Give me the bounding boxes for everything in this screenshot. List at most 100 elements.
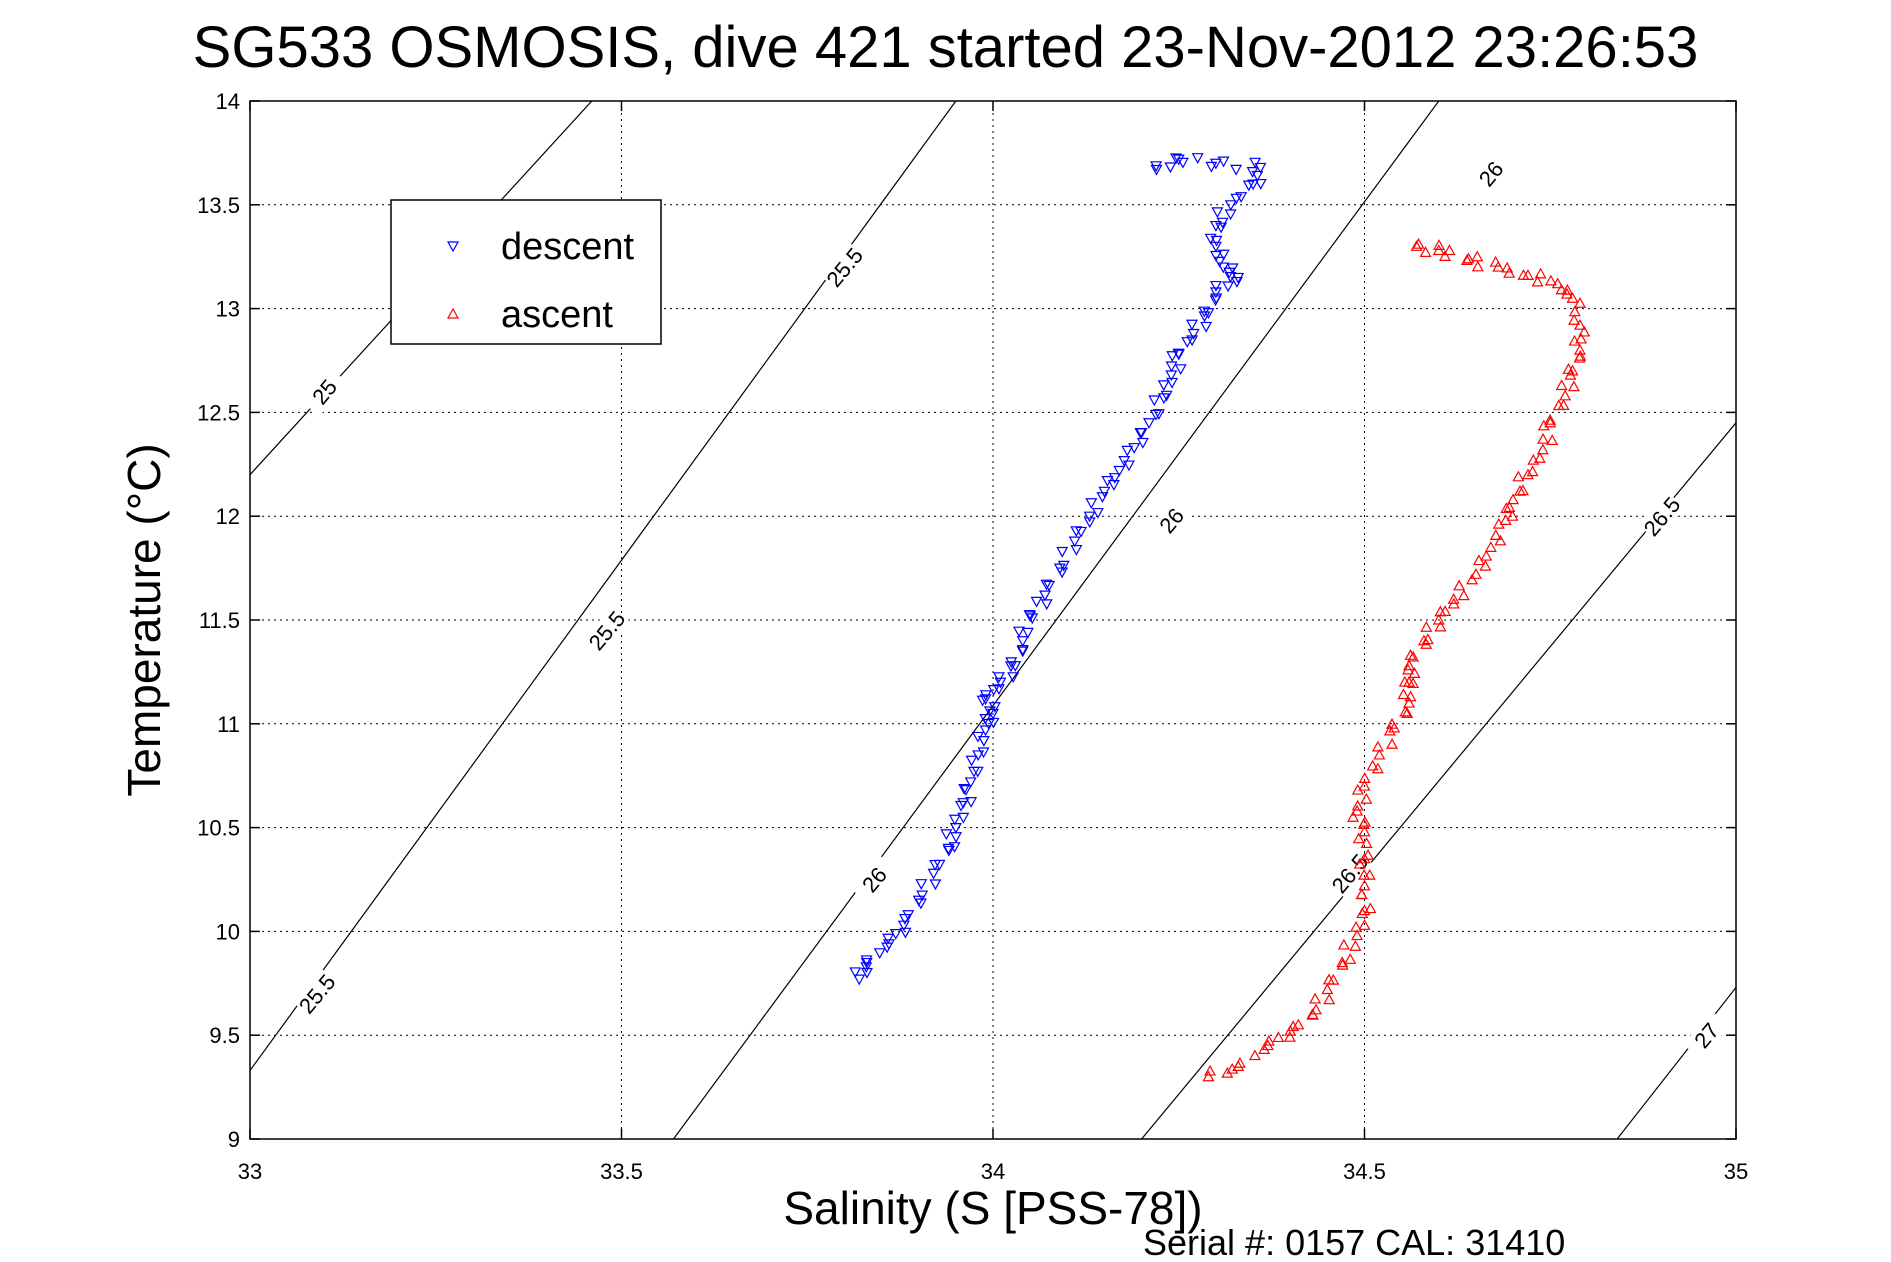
ascent-point xyxy=(1322,973,1335,985)
descent-point xyxy=(1085,498,1098,509)
legend-marker-descent xyxy=(446,241,460,253)
descent-point xyxy=(1038,590,1052,602)
contour-label-bg xyxy=(1638,491,1686,541)
ascent-point xyxy=(1573,343,1586,355)
descent-point xyxy=(948,814,961,826)
ascent-point xyxy=(1248,1049,1261,1061)
ascent-point xyxy=(1355,888,1368,900)
ascent-point xyxy=(1536,443,1549,455)
descent-point xyxy=(1021,627,1034,639)
ascent-point xyxy=(1407,650,1420,662)
contour-label-bg xyxy=(850,854,898,905)
descent-point xyxy=(1176,157,1189,169)
descent-point xyxy=(960,785,973,796)
descent-point xyxy=(849,967,862,979)
ascent-point xyxy=(1434,605,1447,617)
ascent-point xyxy=(1489,529,1502,540)
ascent-point xyxy=(1358,852,1371,864)
descent-point xyxy=(1198,306,1211,318)
descent-point xyxy=(1230,276,1243,288)
descent-point xyxy=(987,685,1000,696)
ascent-point xyxy=(1561,283,1574,295)
ascent-point xyxy=(1420,621,1433,632)
descent-point xyxy=(957,798,970,809)
ascent-point xyxy=(1471,260,1484,272)
x-tick-label: 33 xyxy=(238,1159,262,1184)
ascent-point xyxy=(1364,902,1377,914)
y-tick-label: 14 xyxy=(216,89,240,114)
ascent-point xyxy=(1432,613,1445,625)
ascent-point xyxy=(1344,953,1357,964)
axis-ticks: 33 33.5 34 34.5 35 9 9.5 10 10.5 11 11.5 12 12.5 13 13… xyxy=(197,89,1748,1184)
descent-point xyxy=(1224,272,1237,283)
legend-label-descent: descent xyxy=(501,226,635,268)
ascent-point xyxy=(1527,453,1540,465)
ascent-point xyxy=(1521,468,1534,480)
ascent-point xyxy=(1401,707,1414,719)
ascent-point xyxy=(1386,717,1399,729)
ascent-point xyxy=(1204,1064,1217,1076)
descent-point xyxy=(957,812,970,824)
descent-point xyxy=(965,755,978,767)
descent-point xyxy=(1249,157,1262,169)
descent-point xyxy=(1030,596,1043,608)
ascent-point xyxy=(1507,493,1520,505)
ascent-point xyxy=(1362,849,1375,860)
descent-point xyxy=(1209,220,1222,232)
contour-label: 25.5 xyxy=(821,243,868,292)
descent-point xyxy=(915,879,928,890)
ascent-point xyxy=(1500,502,1513,514)
descent-point xyxy=(1128,443,1141,454)
serial-footer: Serial #: 0157 CAL: 31410 xyxy=(1143,1222,1565,1262)
descent-point xyxy=(1216,217,1229,229)
legend: descent ascent xyxy=(390,199,662,345)
y-tick-label: 9 xyxy=(228,1127,240,1152)
ascent-point xyxy=(1544,416,1557,428)
ascent-point xyxy=(1537,432,1550,444)
descent-point xyxy=(979,690,992,702)
ascent-point xyxy=(1262,1034,1275,1046)
ascent-point xyxy=(1309,1003,1323,1015)
legend-marker-ascent xyxy=(446,307,460,319)
descent-point xyxy=(1070,544,1083,556)
ascent-point xyxy=(1555,283,1568,295)
descent-point xyxy=(967,766,981,778)
ascent-point xyxy=(1506,509,1519,521)
descent-point xyxy=(1122,460,1135,472)
ascent-point xyxy=(1407,677,1420,689)
descent-point xyxy=(1209,158,1222,170)
descent-point xyxy=(1160,390,1173,402)
ascent-point xyxy=(1471,250,1484,262)
descent-point xyxy=(1043,580,1056,592)
ascent-point xyxy=(1453,579,1466,591)
ascent-point xyxy=(1484,541,1497,552)
ascent-point xyxy=(1371,762,1384,774)
descent-point xyxy=(929,879,942,891)
ascent-point xyxy=(1494,534,1507,546)
descent-point xyxy=(971,731,984,743)
ascent-point xyxy=(1351,929,1364,941)
descent-point xyxy=(1040,599,1053,611)
y-tick-label: 10.5 xyxy=(197,816,240,841)
descent-point xyxy=(1210,293,1223,305)
descent-point xyxy=(1150,161,1163,173)
descent-point xyxy=(1143,418,1156,430)
ascent-point xyxy=(1433,239,1446,250)
ascent-point xyxy=(1358,868,1371,880)
ascent-point xyxy=(1503,501,1516,512)
ascent-point xyxy=(1386,738,1399,749)
isopycnal-line xyxy=(1141,422,1736,1139)
descent-point xyxy=(882,933,895,945)
descent-point xyxy=(1200,321,1213,333)
x-tick-label: 34 xyxy=(981,1159,1005,1184)
descent-point xyxy=(1172,348,1185,360)
ascent-point xyxy=(1534,267,1547,279)
ascent-point xyxy=(1353,857,1366,869)
contour-label-bg xyxy=(583,605,630,655)
isopycnal-line xyxy=(673,101,1440,1139)
descent-point xyxy=(979,725,992,737)
descent-point xyxy=(929,859,942,871)
y-axis-label: Temperature (°C) xyxy=(118,443,170,796)
ascent-point xyxy=(1358,772,1371,783)
